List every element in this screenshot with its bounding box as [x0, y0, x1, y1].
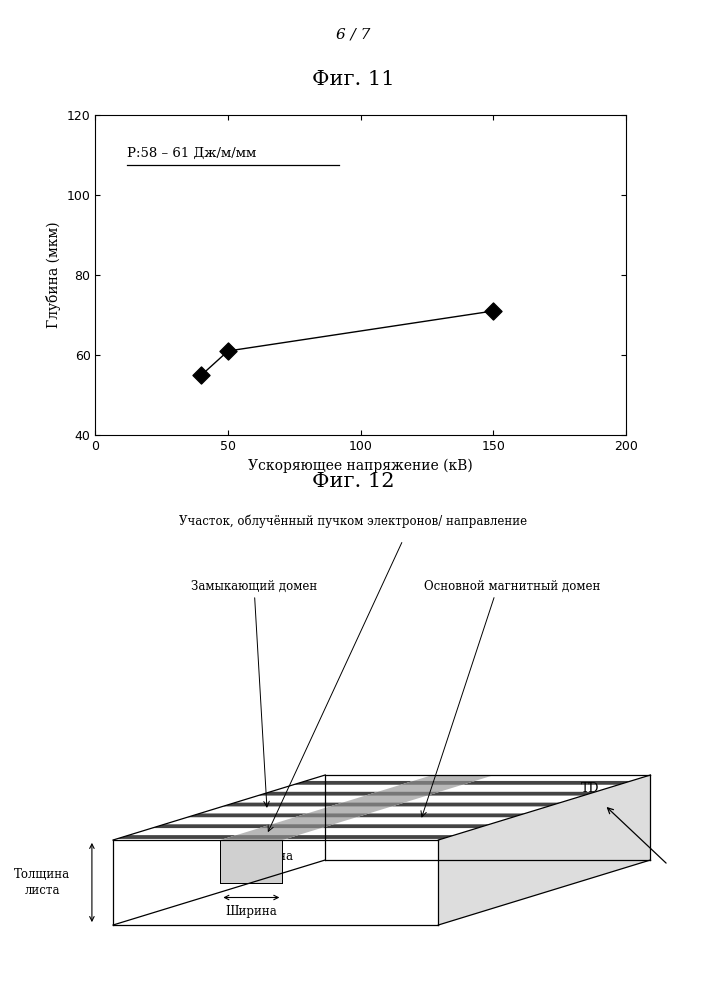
- Point: [488, 303, 499, 319]
- Polygon shape: [392, 803, 561, 806]
- Point: [196, 367, 207, 383]
- Text: Толщина
листа: Толщина листа: [14, 868, 71, 896]
- Polygon shape: [187, 813, 307, 817]
- Polygon shape: [438, 775, 650, 925]
- Polygon shape: [462, 781, 631, 785]
- Text: Ширина: Ширина: [226, 905, 277, 918]
- Point: [222, 343, 233, 359]
- Polygon shape: [427, 792, 595, 796]
- Y-axis label: Глубина (мкм): Глубина (мкм): [46, 222, 61, 328]
- Text: Фиг. 12: Фиг. 12: [312, 472, 395, 491]
- Polygon shape: [366, 792, 440, 796]
- Polygon shape: [113, 775, 650, 840]
- Polygon shape: [258, 792, 378, 796]
- Polygon shape: [113, 860, 650, 925]
- Text: Участок, облучённый пучком электронов/ направление: Участок, облучённый пучком электронов/ н…: [180, 515, 527, 528]
- Text: Основной магнитный домен: Основной магнитный домен: [424, 580, 600, 593]
- Polygon shape: [117, 835, 236, 839]
- Text: 6 / 7: 6 / 7: [337, 28, 370, 42]
- Text: TD: TD: [581, 782, 600, 796]
- Text: Глубина: Глубина: [242, 850, 293, 863]
- Polygon shape: [113, 840, 438, 925]
- Polygon shape: [224, 835, 298, 839]
- Polygon shape: [221, 775, 494, 840]
- Polygon shape: [221, 840, 282, 882]
- Text: Замыкающий домен: Замыкающий домен: [191, 580, 317, 593]
- Text: Р:58 – 61 Дж/м/мм: Р:58 – 61 Дж/м/мм: [127, 147, 257, 160]
- Polygon shape: [321, 824, 489, 828]
- Polygon shape: [152, 824, 271, 828]
- Polygon shape: [286, 835, 454, 839]
- X-axis label: Ускоряющее напряжение (кВ): Ускоряющее напряжение (кВ): [248, 458, 473, 473]
- Polygon shape: [356, 813, 525, 817]
- Polygon shape: [259, 824, 334, 828]
- Polygon shape: [293, 781, 413, 785]
- Polygon shape: [330, 803, 404, 806]
- Text: Фиг. 11: Фиг. 11: [312, 70, 395, 89]
- Polygon shape: [401, 781, 475, 785]
- Polygon shape: [223, 803, 342, 806]
- Polygon shape: [295, 813, 369, 817]
